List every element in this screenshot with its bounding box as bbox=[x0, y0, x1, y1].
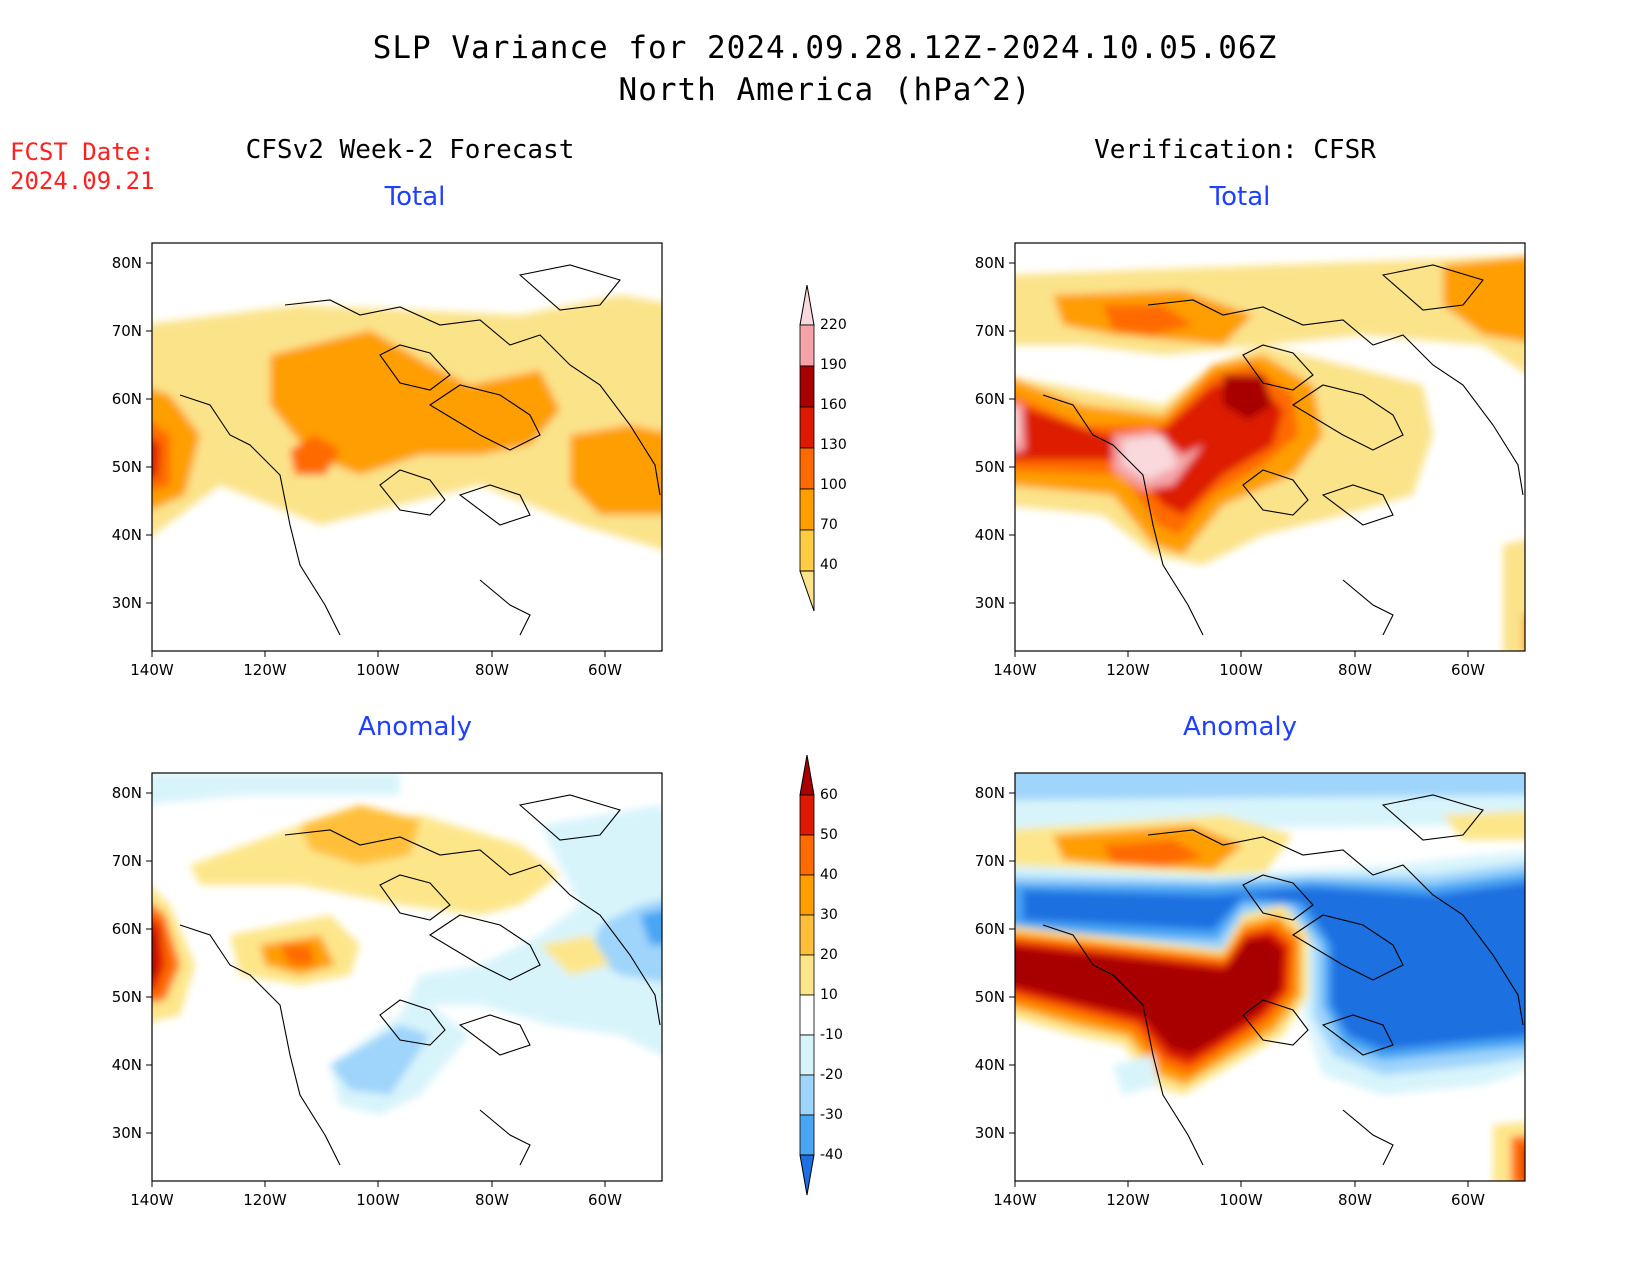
panel-title-verification-anomaly: Anomaly bbox=[1182, 712, 1298, 742]
colorbar-anomaly: 60 50 40 30 20 10 -10 -20 -30 -40 bbox=[799, 755, 843, 1196]
lat-label: 50N bbox=[975, 458, 1005, 476]
colorbar-anomaly-label: -40 bbox=[820, 1147, 843, 1163]
lat-label: 30N bbox=[112, 1124, 142, 1142]
lat-label: 60N bbox=[975, 390, 1005, 408]
verification-column-heading: Verification: CFSR bbox=[1094, 135, 1376, 165]
lat-label: 70N bbox=[112, 322, 142, 340]
lat-label: 60N bbox=[112, 920, 142, 938]
lon-label: 100W bbox=[356, 1191, 400, 1209]
map-verification-total: 80N 70N 60N 50N 40N 30N 140W 120W 100W 8… bbox=[975, 242, 1526, 679]
colorbar-total-bin bbox=[799, 488, 815, 531]
lon-label: 140W bbox=[993, 1191, 1037, 1209]
figure-title: SLP Variance for 2024.09.28.12Z-2024.10.… bbox=[372, 30, 1278, 66]
colorbar-total-arrow-top bbox=[799, 285, 815, 326]
lat-label: 30N bbox=[112, 594, 142, 612]
lon-label: 100W bbox=[356, 661, 400, 679]
lat-label: 40N bbox=[112, 1056, 142, 1074]
lon-label: 100W bbox=[1219, 661, 1263, 679]
colorbar-total-bin bbox=[799, 529, 815, 572]
panel-title-forecast-total: Total bbox=[384, 182, 446, 212]
colorbar-anomaly-label: 20 bbox=[820, 947, 838, 963]
colorbar-anomaly-bin bbox=[799, 994, 815, 1036]
colorbar-anomaly-label: 40 bbox=[820, 867, 838, 883]
lon-label: 120W bbox=[1106, 1191, 1150, 1209]
lon-label: 80W bbox=[475, 661, 509, 679]
colorbar-total: 220 190 160 130 100 70 40 bbox=[799, 285, 847, 612]
figure-subtitle: North America (hPa^2) bbox=[618, 72, 1032, 108]
colorbar-anomaly-bin bbox=[799, 914, 815, 956]
colorbar-anomaly-label: -30 bbox=[820, 1107, 843, 1123]
forecast-date-value: 2024.09.21 bbox=[10, 167, 155, 195]
colorbar-anomaly-bin bbox=[799, 1114, 815, 1156]
lat-label: 80N bbox=[112, 254, 142, 272]
colorbar-anomaly-label: 50 bbox=[820, 827, 838, 843]
lon-label: 140W bbox=[130, 1191, 174, 1209]
lon-label: 140W bbox=[130, 661, 174, 679]
forecast-column-heading: CFSv2 Week-2 Forecast bbox=[245, 135, 575, 165]
colorbar-total-label: 70 bbox=[820, 517, 838, 533]
lat-label: 80N bbox=[975, 784, 1005, 802]
colorbar-anomaly-label: 10 bbox=[820, 987, 838, 1003]
lon-label: 60W bbox=[1451, 661, 1485, 679]
lon-label: 140W bbox=[993, 661, 1037, 679]
colorbar-anomaly-arrow-top bbox=[799, 755, 815, 796]
lat-label: 40N bbox=[975, 1056, 1005, 1074]
lon-label: 120W bbox=[1106, 661, 1150, 679]
lat-label: 50N bbox=[975, 988, 1005, 1006]
lat-label: 80N bbox=[975, 254, 1005, 272]
lon-label: 60W bbox=[1451, 1191, 1485, 1209]
colorbar-total-bin bbox=[799, 324, 815, 367]
lon-label: 120W bbox=[243, 1191, 287, 1209]
lon-label: 80W bbox=[1338, 661, 1372, 679]
lon-label: 80W bbox=[475, 1191, 509, 1209]
lat-label: 70N bbox=[112, 852, 142, 870]
lat-label: 30N bbox=[975, 1124, 1005, 1142]
map-forecast-anomaly: 80N 70N 60N 50N 40N 30N 140W 120W 100W 8… bbox=[112, 772, 663, 1209]
panel-title-verification-total: Total bbox=[1209, 182, 1271, 212]
lon-label: 60W bbox=[588, 1191, 622, 1209]
lat-label: 60N bbox=[112, 390, 142, 408]
colorbar-total-label: 130 bbox=[820, 437, 847, 453]
lat-label: 50N bbox=[112, 988, 142, 1006]
colorbar-total-bin bbox=[799, 406, 815, 449]
map-verification-anomaly: 80N 70N 60N 50N 40N 30N 140W 120W 100W 8… bbox=[975, 772, 1526, 1209]
forecast-date-label: FCST Date: bbox=[10, 138, 155, 166]
colorbar-total-label: 220 bbox=[820, 317, 847, 333]
colorbar-total-arrow-bottom bbox=[799, 570, 815, 612]
lon-label: 120W bbox=[243, 661, 287, 679]
colorbar-anomaly-label: -20 bbox=[820, 1067, 843, 1083]
lon-label: 100W bbox=[1219, 1191, 1263, 1209]
lat-label: 40N bbox=[112, 526, 142, 544]
lon-label: 80W bbox=[1338, 1191, 1372, 1209]
colorbar-total-label: 100 bbox=[820, 477, 847, 493]
lat-label: 70N bbox=[975, 322, 1005, 340]
panel-title-forecast-anomaly: Anomaly bbox=[357, 712, 473, 742]
colorbar-anomaly-label: 60 bbox=[820, 787, 838, 803]
lon-label: 60W bbox=[588, 661, 622, 679]
lat-label: 70N bbox=[975, 852, 1005, 870]
colorbar-total-bin bbox=[799, 447, 815, 490]
colorbar-total-label: 160 bbox=[820, 397, 847, 413]
map-forecast-total: 80N 70N 60N 50N 40N 30N 140W 120W 100W 8… bbox=[112, 242, 663, 679]
colorbar-total-label: 40 bbox=[820, 557, 838, 573]
colorbar-total-label: 190 bbox=[820, 357, 847, 373]
colorbar-total-bin bbox=[799, 365, 815, 408]
lat-label: 50N bbox=[112, 458, 142, 476]
forecast-date: FCST Date: 2024.09.21 bbox=[10, 138, 155, 196]
lat-label: 30N bbox=[975, 594, 1005, 612]
colorbar-anomaly-bin bbox=[799, 874, 815, 916]
colorbar-anomaly-label: 30 bbox=[820, 907, 838, 923]
lat-label: 80N bbox=[112, 784, 142, 802]
colorbar-anomaly-label: -10 bbox=[820, 1027, 843, 1043]
colorbar-anomaly-arrow-bottom bbox=[799, 1154, 815, 1196]
colorbar-anomaly-bin bbox=[799, 1074, 815, 1116]
colorbar-anomaly-bin bbox=[799, 834, 815, 876]
colorbar-anomaly-bin bbox=[799, 954, 815, 996]
colorbar-anomaly-bin bbox=[799, 794, 815, 836]
lat-label: 40N bbox=[975, 526, 1005, 544]
colorbar-anomaly-bin bbox=[799, 1034, 815, 1076]
lat-label: 60N bbox=[975, 920, 1005, 938]
